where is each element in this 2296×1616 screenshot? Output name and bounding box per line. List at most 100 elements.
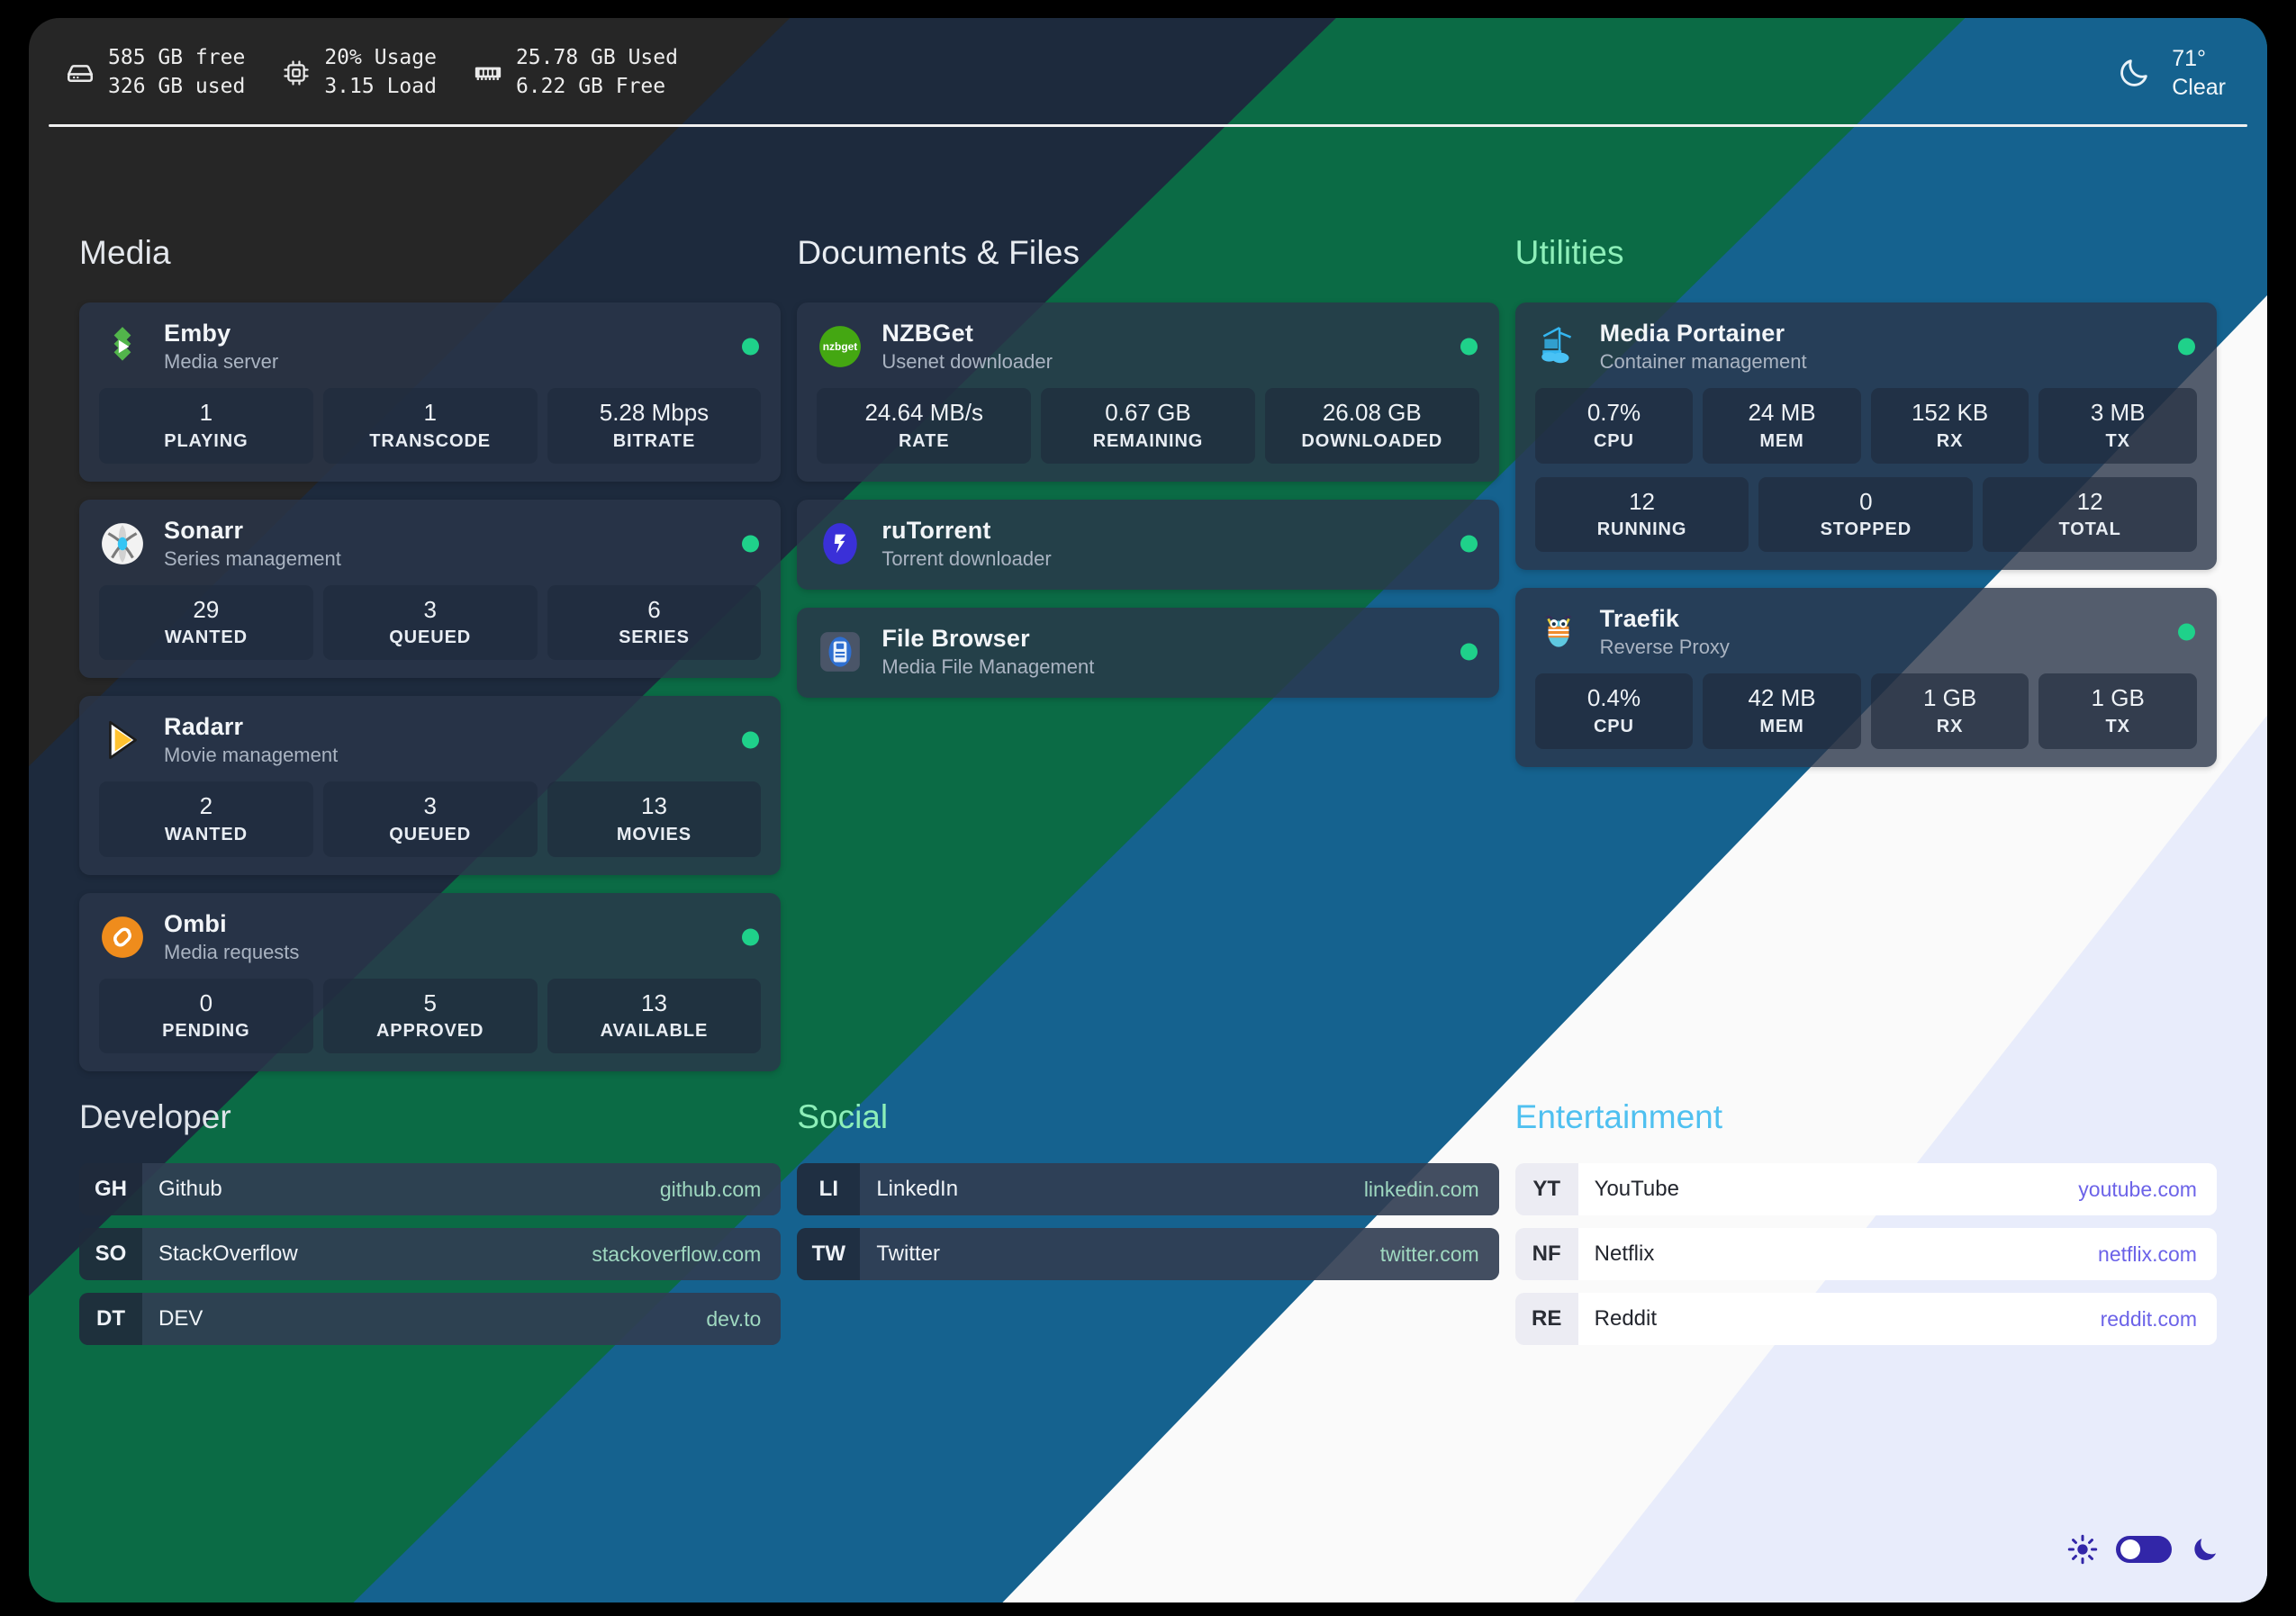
service-card-header: File Browser Media File Management: [817, 624, 1478, 680]
service-stat-label: WANTED: [164, 824, 248, 844]
bookmark-name: Reddit: [1594, 1306, 1658, 1331]
bookmark-name: LinkedIn: [876, 1177, 959, 1201]
service-subtitle: Container management: [1599, 350, 1807, 373]
svg-text:nzbget: nzbget: [823, 340, 858, 353]
service-card[interactable]: ruTorrent Torrent downloader: [797, 499, 1499, 590]
bookmark-group: Social LI LinkedIn linkedin.com TW Twitter twi…: [797, 1098, 1499, 1358]
service-card-header: Traefik Reverse Proxy: [1535, 604, 2197, 660]
cpu-line-1: 20% Usage: [324, 46, 437, 70]
service-card[interactable]: Radarr Movie management 2 WANTED 3 QUEUED 13 MO…: [79, 696, 782, 875]
bookmark-url: linkedin.com: [1363, 1177, 1479, 1201]
service-stat-label: RUNNING: [1596, 519, 1687, 539]
cpu-icon: [281, 58, 312, 88]
service-stat-value: 12: [2076, 487, 2103, 515]
bookmark-item[interactable]: YT YouTube youtube.com: [1514, 1163, 2217, 1215]
service-card-meta: File Browser Media File Management: [881, 625, 1094, 679]
disk-line-1: 585 GB free: [108, 46, 246, 70]
status-indicator-dot: [1460, 643, 1478, 660]
service-stat-value: 1: [199, 399, 213, 426]
service-stat-label: QUEUED: [389, 627, 472, 647]
service-card-meta: Radarr Movie management: [164, 713, 338, 767]
service-stat-label: STOPPED: [1820, 519, 1912, 539]
service-stat-value: 2: [199, 792, 213, 819]
service-column: Utilities Media Portainer Container manage…: [1514, 234, 2217, 1089]
sonarr-icon: [99, 520, 146, 567]
bookmark-url: youtube.com: [2078, 1177, 2197, 1201]
service-stat-row: 0.4% CPU 42 MB MEM 1 GB RX 1 GB TX: [1534, 673, 2197, 749]
service-stat-value: 1 GB: [2091, 684, 2145, 711]
service-card[interactable]: Media Portainer Container management 0.7% C…: [1514, 302, 2217, 570]
service-name: Ombi: [164, 909, 227, 937]
bookmark-body: Netflix netflix.com: [1577, 1228, 2217, 1280]
service-stat-cell: 1 TRANSCODE: [322, 388, 538, 464]
service-stat-label: TRANSCODE: [369, 430, 492, 451]
moon-dark-icon[interactable]: [2190, 1534, 2220, 1565]
service-stat-label: MOVIES: [616, 824, 692, 844]
service-stat-value: 3 MB: [2090, 399, 2146, 426]
service-subtitle: Series management: [164, 546, 341, 570]
service-stat-value: 29: [193, 595, 220, 623]
bookmark-abbr: NF: [1514, 1228, 1578, 1280]
cpu-stat-text: 20% Usage 3.15 Load: [324, 44, 437, 101]
service-card-header: Ombi Media requests: [99, 909, 761, 965]
service-name: Sonarr: [164, 516, 244, 544]
theme-switcher[interactable]: [2067, 1534, 2220, 1565]
service-card-meta: Emby Media server: [164, 320, 278, 374]
service-stat-cell: 6 SERIES: [547, 584, 762, 660]
service-subtitle: Movie management: [164, 744, 339, 766]
service-card[interactable]: Ombi Media requests 0 PENDING 5 APPROVED 13 AVA…: [79, 892, 782, 1071]
emby-icon: [99, 323, 146, 370]
bookmark-url: reddit.com: [2100, 1306, 2197, 1331]
hard-drive-icon: [65, 58, 95, 88]
service-card[interactable]: File Browser Media File Management: [797, 607, 1499, 698]
disk-stat-text: 585 GB free 326 GB used: [108, 44, 245, 101]
service-stat-value: 13: [640, 792, 667, 819]
status-indicator-dot: [742, 928, 760, 945]
memory-stat-text: 25.78 GB Used 6.22 GB Free: [516, 44, 678, 101]
bookmark-item[interactable]: RE Reddit reddit.com: [1514, 1293, 2217, 1345]
bookmark-abbr: TW: [797, 1228, 861, 1280]
service-stat-cell: 42 MB MEM: [1703, 673, 1861, 749]
bookmarks-grid: Developer GH Github github.com SO StackOverfl…: [79, 1098, 2217, 1358]
service-stat-value: 0.7%: [1586, 399, 1641, 426]
bookmark-item[interactable]: NF Netflix netflix.com: [1514, 1228, 2217, 1280]
bookmark-item[interactable]: LI LinkedIn linkedin.com: [797, 1163, 1499, 1215]
service-card-header: nzbget NZBGet Usenet downloader: [817, 319, 1478, 375]
service-stat-cell: 12 RUNNING: [1534, 476, 1749, 552]
bookmark-item[interactable]: GH Github github.com: [79, 1163, 782, 1215]
service-card-header: Sonarr Series management: [99, 516, 761, 572]
service-stat-cell: 24 MB MEM: [1703, 388, 1861, 464]
service-stat-label: AVAILABLE: [600, 1021, 709, 1041]
service-stat-cell: 5 APPROVED: [322, 978, 538, 1053]
cpu-line-2: 3.15 Load: [324, 75, 437, 98]
bookmark-item[interactable]: TW Twitter twitter.com: [797, 1228, 1499, 1280]
service-stat-label: REMAINING: [1092, 430, 1204, 451]
service-card[interactable]: Traefik Reverse Proxy 0.4% CPU 42 MB MEM 1 GB R…: [1514, 588, 2217, 767]
service-name: Radarr: [164, 713, 244, 740]
service-stat-cell: 13 AVAILABLE: [547, 978, 762, 1053]
service-stat-row: 2 WANTED 3 QUEUED 13 MOVIES: [99, 781, 762, 857]
service-card[interactable]: Emby Media server 1 PLAYING 1 TRANSCODE 5.28 M…: [79, 302, 782, 482]
sun-icon[interactable]: [2067, 1534, 2098, 1565]
service-stat-label: BITRATE: [612, 430, 696, 451]
service-stat-row: 24.64 MB/s RATE 0.67 GB REMAINING 26.08 GB DO…: [817, 388, 1479, 464]
weather-condition: Clear: [2172, 75, 2226, 100]
service-stat-value: 0: [1859, 487, 1873, 515]
weather-temperature: 71°: [2172, 46, 2207, 71]
theme-toggle-switch[interactable]: [2116, 1534, 2172, 1565]
service-stat-value: 1: [423, 399, 437, 426]
bookmark-item[interactable]: DT DEV dev.to: [79, 1293, 782, 1345]
service-card[interactable]: nzbget NZBGet Usenet downloader 24.64 MB/s R…: [797, 302, 1499, 482]
service-stat-label: APPROVED: [375, 1021, 484, 1041]
bookmark-item[interactable]: SO StackOverflow stackoverflow.com: [79, 1228, 782, 1280]
service-stat-value: 3: [423, 792, 437, 819]
service-card[interactable]: Sonarr Series management 29 WANTED 3 QUEUED 6 S…: [79, 499, 782, 678]
service-subtitle: Media server: [164, 350, 279, 373]
service-column: Documents & Files nzbget NZBGet Usenet down…: [797, 234, 1499, 1089]
ombi-icon: [99, 914, 146, 961]
service-name: Emby: [164, 320, 231, 347]
service-stat-row: 12 RUNNING 0 STOPPED 12 TOTAL: [1534, 476, 2197, 552]
service-stat-label: QUEUED: [389, 824, 472, 844]
service-stat-cell: 3 MB TX: [2038, 388, 2197, 464]
bookmark-abbr: GH: [79, 1163, 142, 1215]
